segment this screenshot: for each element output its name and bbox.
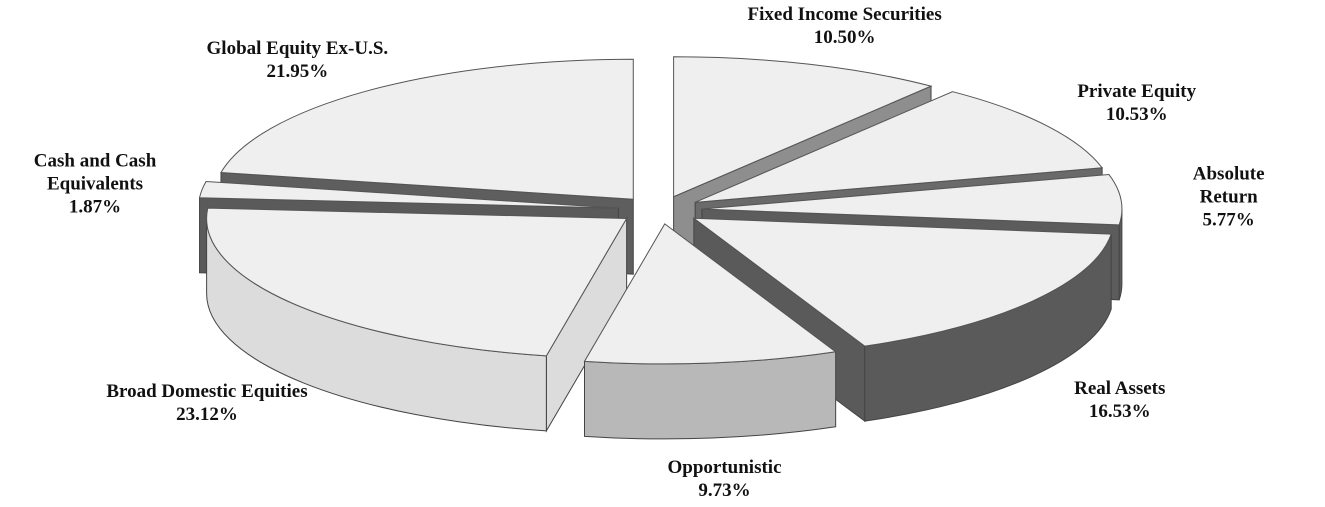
category-name: Broad Domestic Equities	[106, 381, 308, 403]
value-label: 16.53%	[1088, 401, 1151, 423]
category-name: Opportunistic	[667, 456, 782, 478]
slice-top	[701, 173, 1123, 226]
slice-label: Opportunistic 9.73%	[645, 456, 805, 502]
slice-top	[583, 223, 837, 365]
category-name: Cash and Cash Equivalents	[33, 150, 157, 195]
slice-label: Absolute Return 5.77%	[1174, 162, 1284, 231]
value-label: 9.73%	[698, 479, 751, 501]
slice-label: Real Assets 16.53%	[990, 377, 1250, 423]
slice-top	[692, 217, 1112, 347]
category-name: Private Equity	[1077, 81, 1197, 103]
slice-label: Fixed Income Securities 10.50%	[715, 3, 975, 49]
value-label: 23.12%	[176, 404, 238, 426]
slice-wall	[583, 351, 837, 440]
category-name: Global Equity Ex-U.S.	[206, 37, 389, 59]
slice-top	[694, 91, 1104, 203]
slice-top	[198, 180, 619, 209]
value-label: 10.50%	[813, 26, 876, 48]
value-label: 5.77%	[1202, 209, 1255, 231]
category-name: Real Assets	[1074, 378, 1166, 400]
slice-top	[206, 207, 628, 357]
category-name: Absolute Return	[1192, 163, 1265, 208]
slice-label: Global Equity Ex-U.S. 21.95%	[167, 37, 427, 83]
slice-top	[220, 58, 634, 200]
slice-label: Private Equity 10.53%	[1057, 80, 1217, 126]
value-label: 1.87%	[68, 196, 122, 218]
slice-top	[673, 56, 933, 198]
slice-label: Cash and Cash Equivalents 1.87%	[20, 150, 170, 219]
slice-label: Broad Domestic Equities 23.12%	[102, 380, 312, 426]
value-label: 10.53%	[1105, 104, 1168, 126]
category-name: Fixed Income Securities	[747, 3, 942, 25]
value-label: 21.95%	[266, 60, 329, 82]
